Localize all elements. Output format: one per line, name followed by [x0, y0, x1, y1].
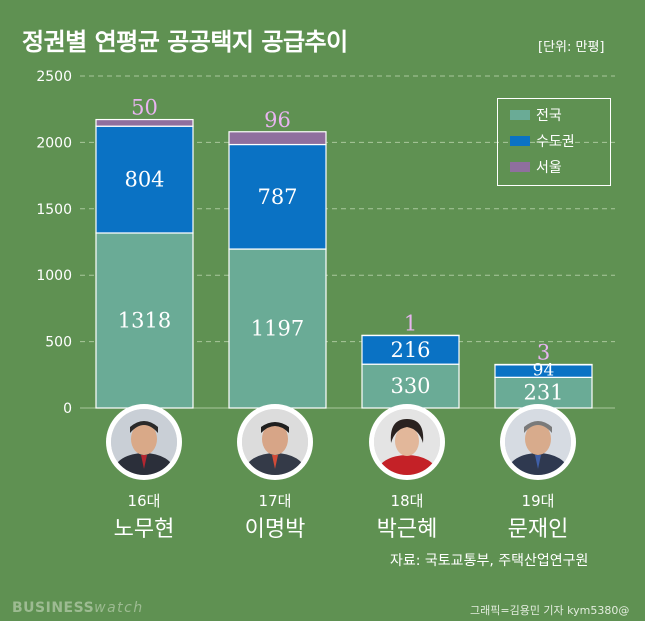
legend-item-seoul: 서울 [510, 159, 562, 176]
portrait-lee-myung-bak-icon [237, 404, 313, 480]
data-label: 96 [264, 108, 291, 132]
legend-swatch-capital-area [510, 136, 530, 146]
legend-item-national: 전국 [510, 107, 562, 124]
y-tick-label: 2000 [36, 135, 72, 151]
data-label: 3 [537, 340, 550, 364]
president-generation: 18대 [390, 492, 424, 510]
data-label: 330 [390, 374, 430, 398]
president-name: 박근혜 [376, 517, 438, 542]
graphic-credit: 그래픽=김용민 기자 kym5380@ [470, 604, 630, 617]
legend-label-seoul: 서울 [536, 160, 562, 176]
y-tick-label: 1500 [36, 202, 72, 218]
president-name: 이명박 [244, 517, 306, 542]
data-label: 787 [257, 185, 297, 209]
president-name: 문재인 [507, 517, 569, 542]
legend-label-national: 전국 [536, 108, 562, 124]
data-label: 1 [404, 311, 417, 335]
data-label: 231 [523, 381, 563, 405]
president-generation: 17대 [258, 492, 292, 510]
y-tick-label: 2500 [36, 69, 72, 85]
data-label: 804 [124, 168, 164, 192]
brand-part1: BUSINESS [12, 600, 95, 616]
legend-swatch-seoul [510, 162, 530, 172]
portrait-moon-jae-in-icon [500, 404, 576, 480]
y-tick-label: 1000 [36, 268, 72, 284]
legend-swatch-national [510, 110, 530, 120]
bar-segment-서울 [95, 118, 194, 127]
bar-segment-전국 [494, 376, 593, 409]
bar-segment-전국 [228, 248, 327, 409]
president-label-19: 19대 문재인 [474, 490, 602, 543]
legend-label-capital-area: 수도권 [536, 134, 575, 150]
bar-segment-수도권 [95, 125, 194, 234]
portrait-roh-moo-hyun-icon [106, 404, 182, 480]
unit-label: [단위: 만평] [538, 40, 605, 55]
president-label-18: 18대 박근혜 [343, 490, 471, 543]
president-label-17: 17대 이명박 [211, 490, 339, 543]
portrait-park-geun-hye-icon [369, 404, 445, 480]
data-label: 50 [131, 96, 158, 120]
president-label-16: 16대 노무현 [80, 490, 208, 543]
data-label: 1197 [251, 317, 304, 341]
legend-item-capital-area: 수도권 [510, 133, 575, 150]
data-label: 1318 [118, 308, 171, 332]
source-note: 자료: 국토교통부, 주택산업연구원 [390, 553, 589, 569]
chart-legend: 전국 수도권 서울 [497, 98, 611, 186]
y-tick-label: 0 [63, 401, 72, 417]
bar-segment-수도권 [361, 334, 460, 365]
bar-segment-수도권 [228, 143, 327, 250]
bar-segment-서울 [228, 131, 327, 146]
president-generation: 19대 [521, 492, 555, 510]
y-tick-label: 500 [45, 335, 72, 351]
footer-bar [0, 592, 645, 621]
brand-logo: BUSINESSwatch [12, 600, 144, 616]
president-name: 노무현 [113, 517, 175, 542]
page-title: 정권별 연평균 공공택지 공급추이 [22, 28, 348, 56]
bar-segment-전국 [95, 232, 194, 409]
president-generation: 16대 [127, 492, 161, 510]
brand-part2: watch [94, 600, 144, 616]
data-label: 216 [390, 338, 430, 362]
